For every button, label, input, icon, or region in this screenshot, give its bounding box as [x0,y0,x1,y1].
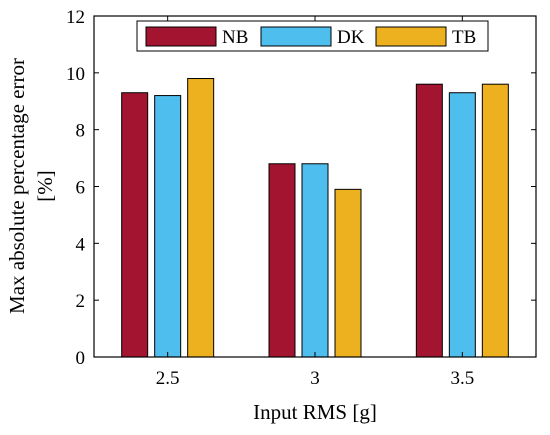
x-tick-label: 3.5 [450,368,474,389]
bar-dk-2_5 [154,95,182,358]
legend: NB DK TB [136,20,489,52]
y-axis-label-unit: [%] [33,170,57,201]
y-tick-label: 4 [76,234,86,255]
y-tick-label: 10 [66,64,85,85]
x-axis-ticks: 2.5 3 3.5 [156,16,474,389]
x-tick-label: 3 [310,368,320,389]
y-tick-label: 0 [76,348,86,369]
legend-label-nb: NB [222,27,248,48]
bar-tb-2_5 [187,78,215,358]
legend-swatch-nb [145,26,217,47]
bar-nb-3 [268,163,296,358]
x-tick-label: 2.5 [156,368,180,389]
bar-nb-2_5 [121,92,149,358]
y-tick-label: 6 [76,178,86,199]
legend-label-dk: DK [337,27,365,48]
bar-dk-3_5 [448,92,476,358]
legend-swatch-dk [260,26,332,47]
legend-label-tb: TB [452,27,476,48]
bars-group [121,78,509,358]
bar-nb-3_5 [415,83,443,358]
y-tick-label: 8 [76,121,86,142]
plot-frame [93,15,537,358]
bar-tb-3 [334,188,362,358]
y-tick-label: 2 [76,291,86,312]
x-axis-label: Input RMS [g] [253,400,377,424]
y-tick-label: 12 [66,7,85,28]
y-axis-ticks: 0 2 4 6 8 10 12 [66,7,536,369]
bar-dk-3 [301,163,329,358]
legend-swatch-tb [375,26,447,47]
y-axis-label: Max absolute percentage error [5,58,29,314]
bar-tb-3_5 [481,83,509,358]
